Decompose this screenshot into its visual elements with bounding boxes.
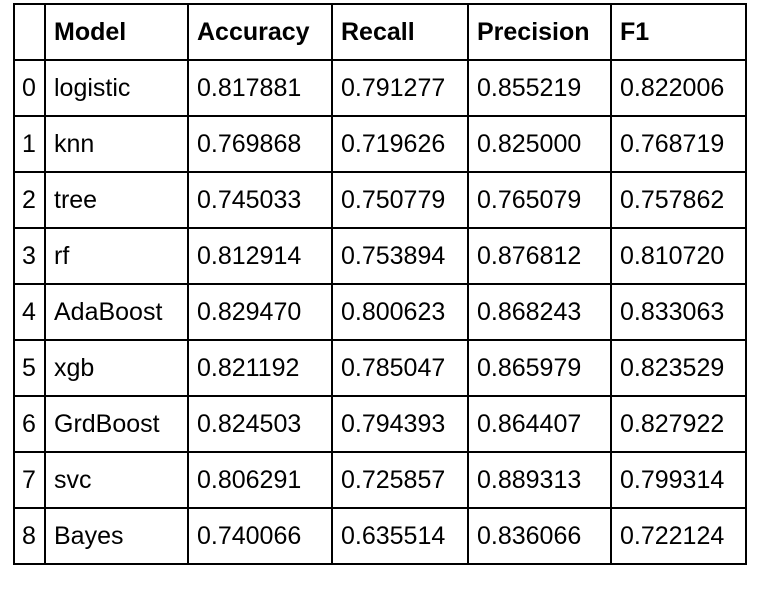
accuracy-header: Accuracy [187,3,333,61]
recall-cell: 0.785047 [331,339,469,397]
index-header [13,3,46,61]
table-row: 5 xgb 0.821192 0.785047 0.865979 0.823529 [13,339,747,397]
model-cell: knn [44,115,189,173]
model-cell: rf [44,227,189,285]
model-header: Model [44,3,189,61]
accuracy-cell: 0.769868 [187,115,333,173]
row-index: 7 [13,451,46,509]
results-table: Model Accuracy Recall Precision F1 0 logi… [13,3,747,565]
f1-cell: 0.823529 [610,339,747,397]
recall-cell: 0.791277 [331,59,469,117]
precision-cell: 0.836066 [467,507,612,565]
accuracy-cell: 0.821192 [187,339,333,397]
accuracy-cell: 0.745033 [187,171,333,229]
row-index: 1 [13,115,46,173]
recall-header: Recall [331,3,469,61]
precision-header: Precision [467,3,612,61]
row-index: 3 [13,227,46,285]
precision-cell: 0.765079 [467,171,612,229]
f1-cell: 0.722124 [610,507,747,565]
accuracy-cell: 0.740066 [187,507,333,565]
recall-cell: 0.725857 [331,451,469,509]
table-row: 1 knn 0.769868 0.719626 0.825000 0.768719 [13,115,747,173]
precision-cell: 0.889313 [467,451,612,509]
row-index: 2 [13,171,46,229]
recall-cell: 0.753894 [331,227,469,285]
table-row: 3 rf 0.812914 0.753894 0.876812 0.810720 [13,227,747,285]
recall-cell: 0.750779 [331,171,469,229]
table-row: 6 GrdBoost 0.824503 0.794393 0.864407 0.82792… [13,395,747,453]
precision-cell: 0.825000 [467,115,612,173]
row-index: 4 [13,283,46,341]
model-cell: GrdBoost [44,395,189,453]
f1-header: F1 [610,3,747,61]
f1-cell: 0.833063 [610,283,747,341]
accuracy-cell: 0.829470 [187,283,333,341]
table-row: 0 logistic 0.817881 0.791277 0.855219 0.82200… [13,59,747,117]
accuracy-cell: 0.817881 [187,59,333,117]
recall-cell: 0.719626 [331,115,469,173]
model-cell: logistic [44,59,189,117]
row-index: 8 [13,507,46,565]
row-index: 5 [13,339,46,397]
accuracy-cell: 0.824503 [187,395,333,453]
model-cell: tree [44,171,189,229]
model-cell: xgb [44,339,189,397]
precision-cell: 0.864407 [467,395,612,453]
f1-cell: 0.757862 [610,171,747,229]
table-row: 8 Bayes 0.740066 0.635514 0.836066 0.722124 [13,507,747,565]
precision-cell: 0.865979 [467,339,612,397]
recall-cell: 0.635514 [331,507,469,565]
table-row: 2 tree 0.745033 0.750779 0.765079 0.757862 [13,171,747,229]
row-index: 0 [13,59,46,117]
model-cell: Bayes [44,507,189,565]
table-row: 4 AdaBoost 0.829470 0.800623 0.868243 0.83306… [13,283,747,341]
header-row: Model Accuracy Recall Precision F1 [13,3,747,61]
row-index: 6 [13,395,46,453]
accuracy-cell: 0.806291 [187,451,333,509]
table-body: 0 logistic 0.817881 0.791277 0.855219 0.82200… [13,59,747,565]
model-cell: svc [44,451,189,509]
f1-cell: 0.768719 [610,115,747,173]
table-row: 7 svc 0.806291 0.725857 0.889313 0.799314 [13,451,747,509]
f1-cell: 0.822006 [610,59,747,117]
f1-cell: 0.827922 [610,395,747,453]
accuracy-cell: 0.812914 [187,227,333,285]
f1-cell: 0.810720 [610,227,747,285]
model-cell: AdaBoost [44,283,189,341]
recall-cell: 0.800623 [331,283,469,341]
f1-cell: 0.799314 [610,451,747,509]
precision-cell: 0.876812 [467,227,612,285]
precision-cell: 0.855219 [467,59,612,117]
precision-cell: 0.868243 [467,283,612,341]
recall-cell: 0.794393 [331,395,469,453]
